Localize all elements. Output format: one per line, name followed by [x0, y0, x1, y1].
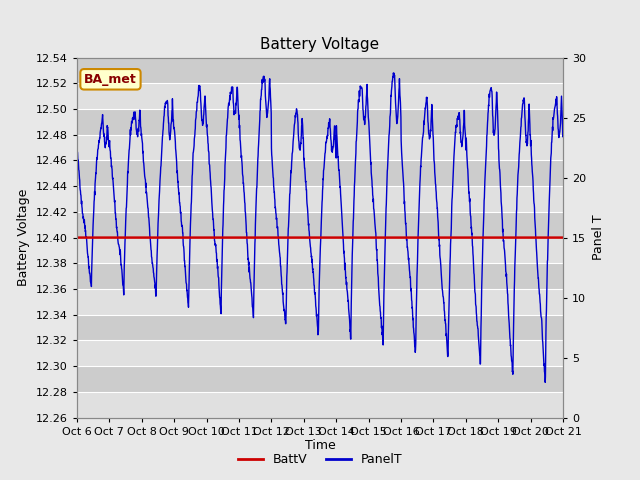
Bar	[77, 58, 563, 84]
Bar	[77, 289, 563, 315]
Bar	[77, 160, 563, 186]
Bar	[77, 264, 563, 289]
Y-axis label: Panel T: Panel T	[592, 215, 605, 261]
Bar	[77, 135, 563, 160]
X-axis label: Time: Time	[305, 439, 335, 453]
Bar	[77, 109, 563, 135]
Title: Battery Voltage: Battery Voltage	[260, 37, 380, 52]
Bar	[77, 238, 563, 264]
Legend: BattV, PanelT: BattV, PanelT	[232, 448, 408, 471]
Bar	[77, 186, 563, 212]
Text: BA_met: BA_met	[84, 73, 137, 86]
Bar	[77, 84, 563, 109]
Bar	[77, 212, 563, 238]
Bar	[77, 366, 563, 392]
Bar	[77, 392, 563, 418]
Y-axis label: Battery Voltage: Battery Voltage	[17, 189, 30, 286]
Bar	[77, 340, 563, 366]
Bar	[77, 315, 563, 340]
